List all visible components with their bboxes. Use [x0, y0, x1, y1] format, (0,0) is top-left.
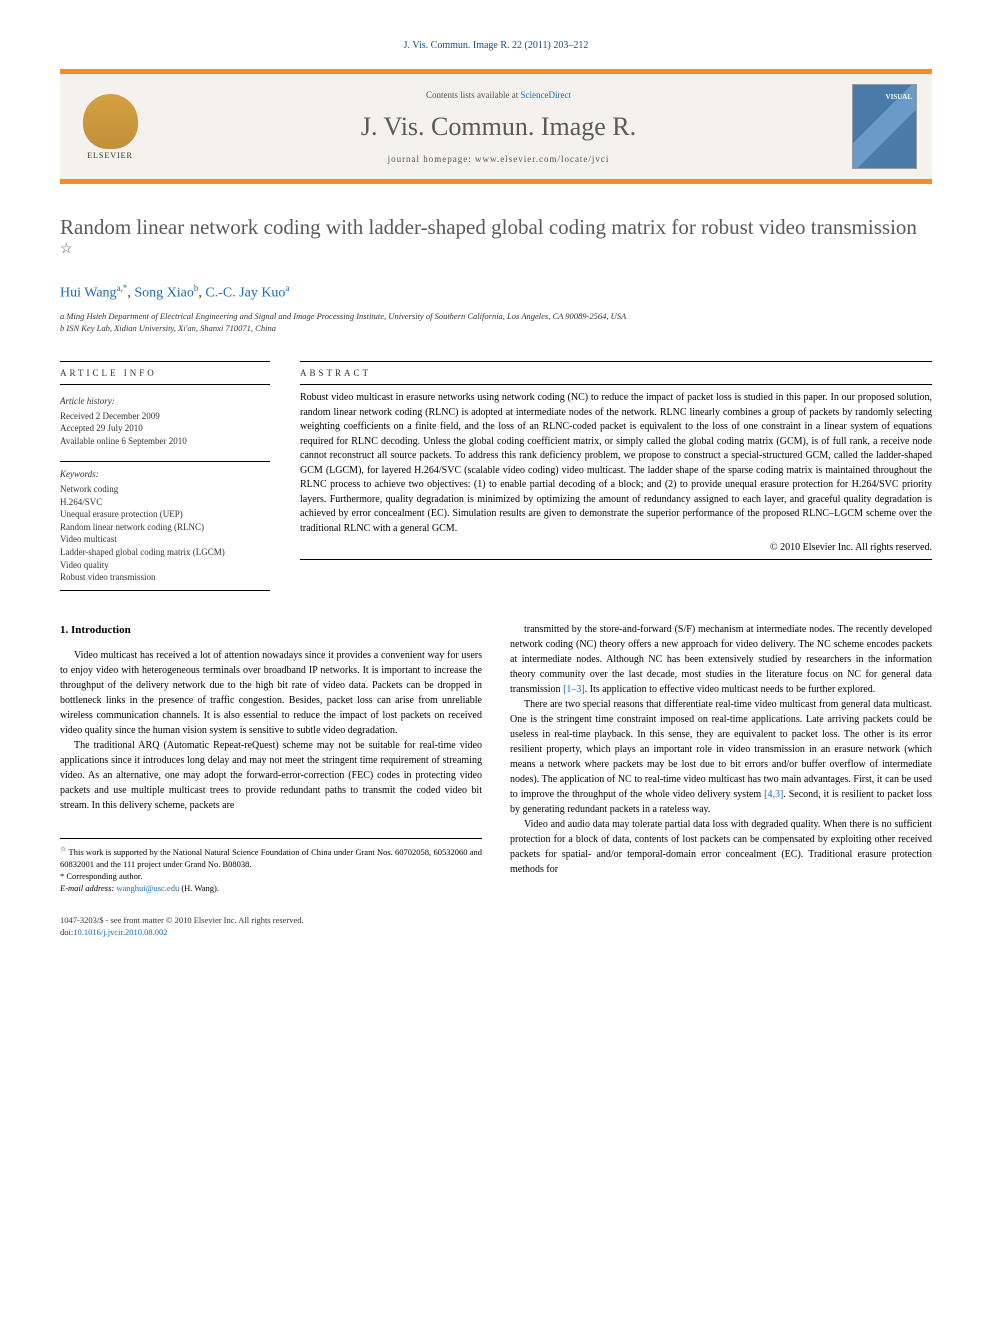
author-1-sup: a,* — [117, 283, 128, 293]
authors-line: Hui Wanga,*, Song Xiaob, C.-C. Jay Kuoa — [60, 283, 932, 302]
affiliations: a Ming Hsieh Department of Electrical En… — [60, 311, 932, 335]
author-2[interactable]: Song Xiao — [134, 285, 194, 300]
keyword-6: Video quality — [60, 559, 270, 572]
page-container: J. Vis. Commun. Image R. 22 (2011) 203–2… — [0, 0, 992, 988]
journal-name: J. Vis. Commun. Image R. — [160, 112, 837, 142]
footnote-corresponding: * Corresponding author. — [60, 871, 482, 883]
elsevier-label: ELSEVIER — [87, 151, 133, 160]
keyword-5: Ladder-shaped global coding matrix (LGCM… — [60, 546, 270, 559]
author-2-sup: b — [194, 283, 199, 293]
history-online: Available online 6 September 2010 — [60, 435, 270, 448]
author-1[interactable]: Hui Wang — [60, 285, 117, 300]
doi-label: doi: — [60, 927, 73, 937]
ref-1-3-link[interactable]: [1–3] — [563, 684, 585, 695]
keyword-7: Robust video transmission — [60, 571, 270, 584]
journal-banner: ELSEVIER Contents lists available at Sci… — [60, 69, 932, 184]
footnote-star-icon: ☆ — [60, 845, 66, 853]
footer-issn: 1047-3203/$ - see front matter © 2010 El… — [60, 915, 482, 927]
ref-4-3-link[interactable]: [4,3] — [764, 789, 783, 800]
email-link[interactable]: wanghui@usc.edu — [116, 883, 179, 893]
article-history: Article history: Received 2 December 200… — [60, 395, 270, 447]
para-2-3: Video and audio data may tolerate partia… — [510, 817, 932, 877]
email-owner: (H. Wang). — [181, 883, 219, 893]
title-text: Random linear network coding with ladder… — [60, 215, 917, 239]
homepage-prefix: journal homepage: — [388, 154, 475, 164]
keywords-head: Keywords: — [60, 468, 270, 481]
abstract-column: ABSTRACT Robust video multicast in erasu… — [300, 355, 932, 597]
keyword-0: Network coding — [60, 483, 270, 496]
author-3[interactable]: C.-C. Jay Kuo — [205, 285, 285, 300]
elsevier-logo[interactable]: ELSEVIER — [75, 87, 145, 167]
footnote-funding-text: This work is supported by the National N… — [60, 847, 482, 869]
keyword-2: Unequal erasure protection (UEP) — [60, 508, 270, 521]
section-1-head: 1. Introduction — [60, 622, 482, 639]
abstract-text: Robust video multicast in erasure networ… — [300, 391, 932, 536]
keyword-3: Random linear network coding (RLNC) — [60, 521, 270, 534]
history-accepted: Accepted 29 July 2010 — [60, 422, 270, 435]
para-1-2: The traditional ARQ (Automatic Repeat-re… — [60, 738, 482, 813]
homepage-line: journal homepage: www.elsevier.com/locat… — [160, 154, 837, 164]
abstract-label: ABSTRACT — [300, 368, 932, 378]
info-label: ARTICLE INFO — [60, 368, 270, 378]
author-3-sup: a — [285, 283, 289, 293]
body-column-right: transmitted by the store-and-forward (S/… — [510, 622, 932, 939]
journal-cover-thumbnail[interactable] — [852, 84, 917, 169]
footer-doi-line: doi:10.1016/j.jvcir.2010.08.002 — [60, 927, 482, 939]
article-title: Random linear network coding with ladder… — [60, 214, 932, 269]
sciencedirect-link[interactable]: ScienceDirect — [521, 90, 571, 100]
footnote-funding: ☆ This work is supported by the National… — [60, 845, 482, 871]
para-1-1: Video multicast has received a lot of at… — [60, 648, 482, 738]
keyword-1: H.264/SVC — [60, 496, 270, 509]
header-citation: J. Vis. Commun. Image R. 22 (2011) 203–2… — [60, 40, 932, 51]
affiliation-a: a Ming Hsieh Department of Electrical En… — [60, 311, 932, 323]
para-2-1: transmitted by the store-and-forward (S/… — [510, 622, 932, 697]
elsevier-tree-icon — [83, 94, 138, 149]
title-footnote-marker: ☆ — [60, 242, 73, 257]
para-2-2: There are two special reasons that diffe… — [510, 697, 932, 817]
contents-prefix: Contents lists available at — [426, 90, 520, 100]
keywords-block: Keywords: Network coding H.264/SVC Unequ… — [60, 461, 270, 583]
footnotes-block: ☆ This work is supported by the National… — [60, 838, 482, 894]
article-info-column: ARTICLE INFO Article history: Received 2… — [60, 355, 270, 597]
footnote-email-line: E-mail address: wanghui@usc.edu (H. Wang… — [60, 883, 482, 895]
homepage-url: www.elsevier.com/locate/jvci — [475, 154, 609, 164]
info-abstract-row: ARTICLE INFO Article history: Received 2… — [60, 355, 932, 597]
banner-center: Contents lists available at ScienceDirec… — [160, 90, 837, 164]
abstract-copyright: © 2010 Elsevier Inc. All rights reserved… — [300, 542, 932, 553]
email-label: E-mail address: — [60, 883, 114, 893]
history-head: Article history: — [60, 395, 270, 408]
history-received: Received 2 December 2009 — [60, 410, 270, 423]
affiliation-b: b ISN Key Lab, Xidian University, Xi'an,… — [60, 323, 932, 335]
body-columns: 1. Introduction Video multicast has rece… — [60, 622, 932, 939]
contents-line: Contents lists available at ScienceDirec… — [160, 90, 837, 100]
footer-block: 1047-3203/$ - see front matter © 2010 El… — [60, 915, 482, 939]
keyword-4: Video multicast — [60, 533, 270, 546]
body-column-left: 1. Introduction Video multicast has rece… — [60, 622, 482, 939]
doi-link[interactable]: 10.1016/j.jvcir.2010.08.002 — [73, 927, 167, 937]
